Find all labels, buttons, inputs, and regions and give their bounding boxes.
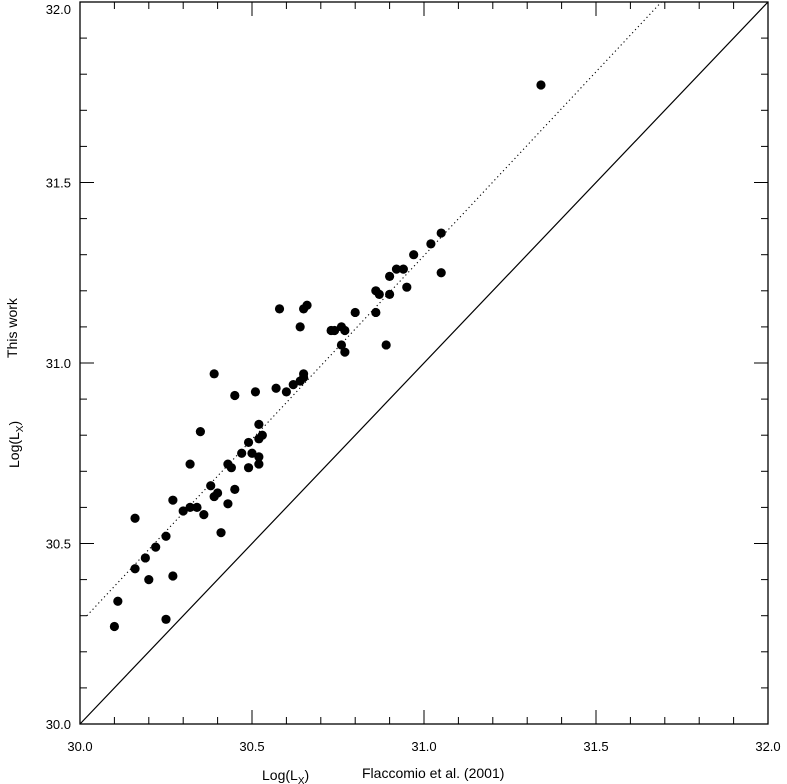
data-point bbox=[288, 380, 298, 390]
one-to-one-line bbox=[79, 1, 769, 725]
data-point bbox=[271, 383, 281, 393]
data-point bbox=[223, 499, 233, 509]
data-point bbox=[302, 300, 312, 310]
data-point bbox=[254, 419, 264, 429]
x-tick-label: 31.0 bbox=[411, 739, 436, 754]
data-point bbox=[161, 614, 171, 624]
data-point bbox=[195, 426, 205, 437]
data-point bbox=[329, 325, 340, 336]
data-point bbox=[436, 268, 446, 278]
data-point bbox=[109, 621, 119, 632]
data-point bbox=[299, 372, 309, 383]
data-point bbox=[409, 250, 419, 260]
data-point bbox=[161, 531, 171, 541]
y-axis-source: This work bbox=[4, 297, 20, 358]
x-axis-label-subscript: X bbox=[298, 776, 305, 784]
data-point bbox=[250, 387, 261, 397]
data-point bbox=[151, 542, 161, 552]
data-point bbox=[426, 239, 436, 249]
data-point bbox=[206, 481, 216, 491]
data-point bbox=[350, 307, 360, 318]
data-point bbox=[385, 271, 395, 281]
data-point bbox=[226, 463, 236, 473]
data-point bbox=[391, 264, 402, 274]
y-tick-label: 32.0 bbox=[46, 2, 71, 17]
data-point bbox=[247, 448, 257, 458]
data-point bbox=[185, 459, 195, 469]
data-point bbox=[257, 430, 267, 440]
y-tick-label: 31.5 bbox=[46, 176, 71, 191]
x-tick-label: 30.5 bbox=[239, 739, 264, 754]
tick-labels: 30.0 30.5 31.0 31.5 32.0 30.0 30.5 31.0 31.5 32.0 bbox=[46, 2, 781, 754]
y-axis-label: Log(LX) bbox=[6, 421, 26, 468]
y-axis-label-subscript: X bbox=[15, 425, 26, 432]
x-tick-label: 31.5 bbox=[583, 739, 608, 754]
data-point bbox=[130, 564, 140, 574]
data-point bbox=[536, 80, 546, 90]
data-point bbox=[254, 459, 264, 469]
data-point bbox=[381, 340, 391, 350]
x-tick-label: 32.0 bbox=[755, 739, 780, 754]
data-point bbox=[281, 387, 291, 397]
data-point bbox=[243, 437, 254, 448]
data-point bbox=[274, 304, 285, 314]
y-tick-label: 30.5 bbox=[46, 537, 71, 552]
data-point bbox=[295, 322, 305, 332]
data-point bbox=[144, 575, 154, 585]
data-point bbox=[168, 571, 178, 581]
data-point bbox=[113, 596, 123, 606]
data-point bbox=[230, 390, 240, 401]
data-point bbox=[199, 510, 209, 520]
data-point bbox=[237, 448, 247, 458]
data-point bbox=[230, 484, 240, 494]
y-tick-label: 30.0 bbox=[46, 717, 71, 732]
data-point bbox=[436, 228, 446, 238]
data-point bbox=[130, 513, 140, 523]
data-point bbox=[168, 495, 178, 505]
data-point bbox=[192, 502, 202, 512]
data-point bbox=[374, 289, 384, 300]
data-point bbox=[140, 553, 150, 563]
data-point bbox=[209, 369, 219, 379]
data-point bbox=[371, 307, 381, 318]
reference-lines bbox=[79, 1, 769, 725]
data-point bbox=[185, 502, 195, 512]
data-point bbox=[243, 463, 254, 473]
data-point bbox=[340, 347, 350, 357]
data-point bbox=[178, 506, 188, 516]
data-point bbox=[402, 282, 412, 292]
data-point bbox=[385, 289, 395, 300]
data-point bbox=[336, 340, 347, 350]
x-axis-label: Log(LX) bbox=[262, 767, 309, 784]
x-axis-source: Flaccomio et al. (2001) bbox=[362, 765, 504, 781]
data-point bbox=[216, 528, 226, 538]
data-point bbox=[254, 452, 264, 462]
axis-ticks bbox=[79, 1, 769, 725]
data-point bbox=[398, 264, 408, 274]
x-tick-label: 30.0 bbox=[67, 739, 92, 754]
data-point bbox=[340, 325, 350, 336]
y-tick-label: 31.0 bbox=[46, 356, 71, 371]
data-point bbox=[213, 488, 223, 498]
data-points bbox=[109, 80, 546, 632]
